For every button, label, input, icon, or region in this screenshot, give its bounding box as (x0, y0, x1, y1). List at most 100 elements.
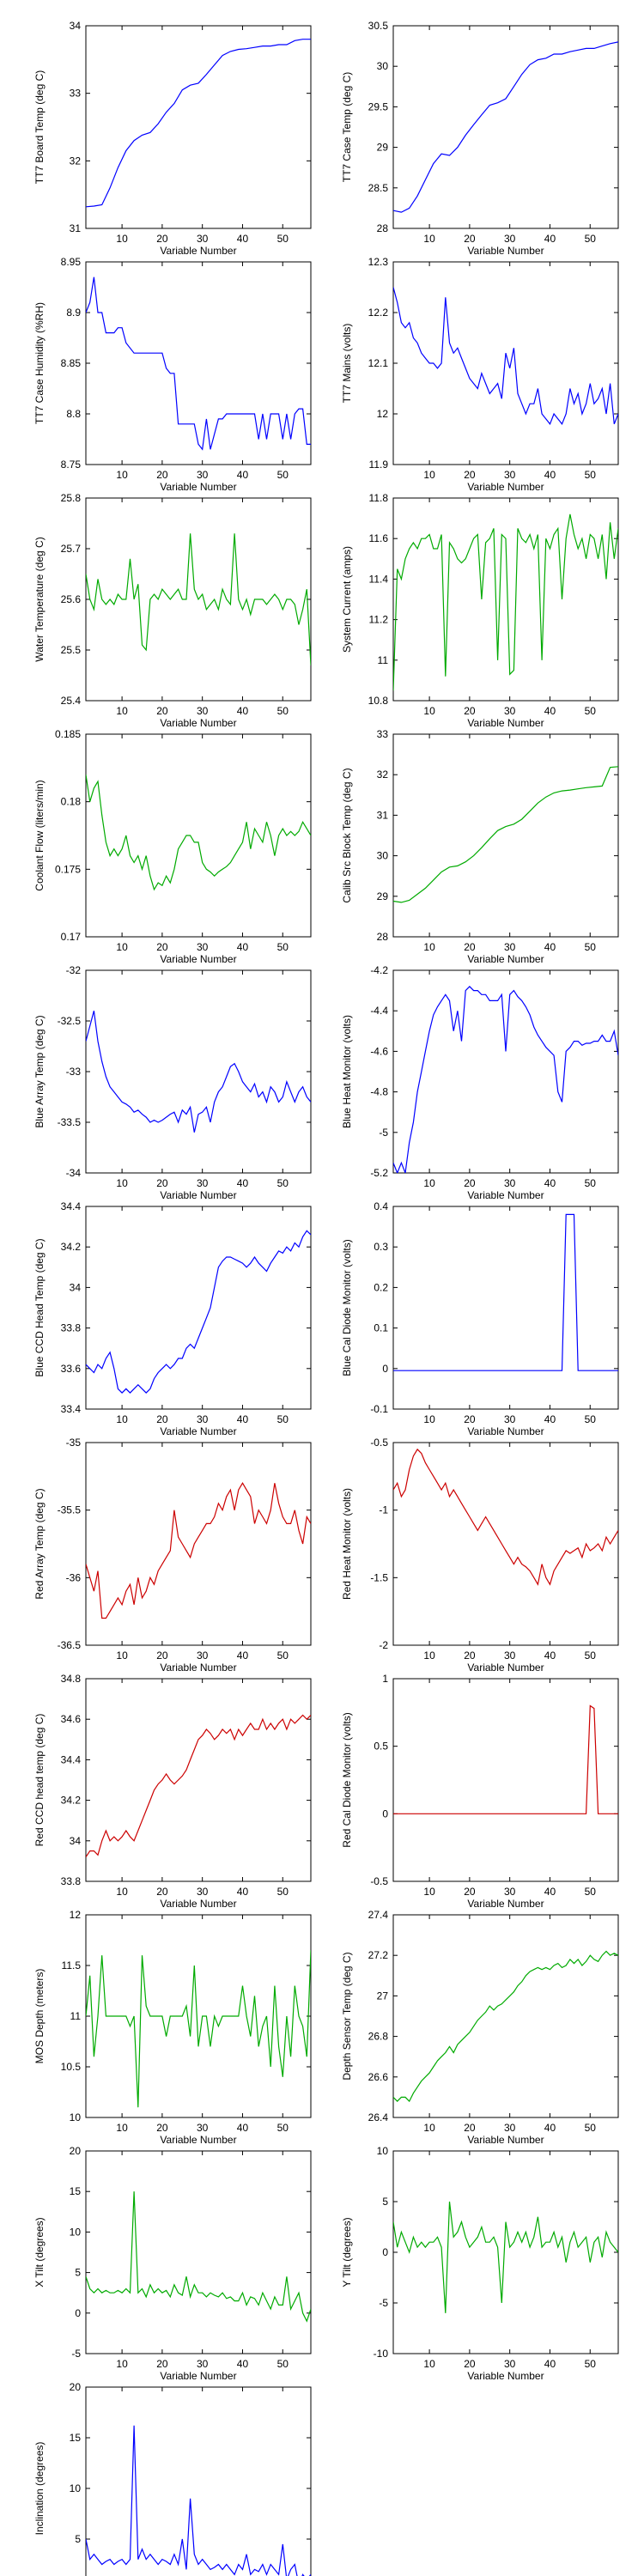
x-tick-label: 20 (156, 1649, 168, 1662)
x-tick-label: 20 (156, 705, 168, 717)
x-tick-label: 30 (197, 1649, 209, 1662)
x-tick-label: 10 (116, 469, 128, 481)
x-tick-label: 10 (116, 1413, 128, 1425)
y-tick-label: 0.5 (374, 1741, 388, 1753)
chart-4: 10 20 30 40 50 11.9 12 12.1 12.2 12.3 Variable Num… (341, 256, 619, 493)
y-tick-label: 32 (70, 155, 82, 167)
plot-frame (392, 1914, 619, 2118)
y-tick-label: 29 (377, 890, 389, 902)
chart-14: 10 20 30 40 50 -2 -1.5 -1 -0.5 Variable Number Red… (341, 1437, 619, 1674)
y-axis-label: Red Array Temp (deg C) (33, 1488, 46, 1599)
chart-12: 10 20 30 40 50 -0.1 0 0.1 0.2 0.3 0.4 Variable Numb… (341, 1200, 619, 1437)
chart-2: 10 20 30 40 50 28 28.5 29 29.5 30 30.5 Variable Num… (341, 20, 619, 257)
y-tick-label: -5.2 (370, 1167, 388, 1179)
y-tick-label: 15 (70, 2185, 82, 2197)
x-axis-label: Variable Number (160, 717, 236, 729)
x-tick-label: 10 (423, 705, 435, 717)
x-tick-label: 20 (156, 1177, 168, 1189)
x-tick-label: 10 (116, 1177, 128, 1189)
y-tick-label: -0.5 (370, 1875, 388, 1887)
x-tick-label: 40 (237, 2122, 249, 2134)
x-tick-label: 30 (197, 469, 209, 481)
y-tick-label: -33 (66, 1066, 82, 1078)
x-tick-label: 30 (197, 1177, 209, 1189)
y-tick-label: -5 (379, 2297, 388, 2309)
series-line (86, 1230, 311, 1394)
y-axis-label: Red CCD head temp (deg C) (33, 1714, 46, 1847)
x-tick-label: 40 (544, 2122, 556, 2134)
y-tick-label: -36 (66, 1571, 82, 1583)
plot-frame (85, 2386, 312, 2576)
y-tick-label: 12.2 (368, 307, 389, 319)
plot-frame (392, 1442, 619, 1646)
y-axis-label: TT7 Case Humidity (%RH) (33, 302, 46, 424)
x-tick-label: 40 (544, 705, 556, 717)
x-tick-label: 10 (423, 1177, 435, 1189)
x-tick-label: 40 (237, 1177, 249, 1189)
plot-frame (392, 1678, 619, 1882)
x-tick-label: 40 (237, 233, 249, 245)
x-tick-label: 20 (464, 941, 476, 953)
x-tick-label: 10 (423, 2122, 435, 2134)
y-tick-label: 11.8 (369, 492, 389, 504)
chart-8: 10 20 30 40 50 28 29 30 31 32 33 Variable Number Cal… (341, 728, 619, 965)
y-tick-label: 28 (377, 931, 389, 943)
x-axis-label: Variable Number (160, 481, 236, 493)
y-tick-label: 34.8 (61, 1673, 82, 1685)
x-axis-label: Variable Number (467, 717, 544, 729)
y-tick-label: 30 (377, 850, 389, 862)
y-tick-label: 33 (70, 88, 82, 100)
x-tick-label: 40 (544, 941, 556, 953)
y-tick-label: 31 (70, 222, 82, 234)
y-tick-label: 29 (377, 142, 389, 154)
x-tick-label: 30 (197, 233, 209, 245)
series-line (393, 2201, 618, 2313)
y-tick-label: -0.5 (370, 1437, 388, 1449)
chart-20: 10 20 30 40 50 -10 -5 0 5 10 Variable Number Y Tilt… (341, 2145, 619, 2382)
y-tick-label: -1.5 (370, 1571, 388, 1583)
x-axis-label: Variable Number (160, 2370, 236, 2382)
y-axis-label: Coolant Flow (liters/min) (33, 780, 46, 890)
x-tick-label: 20 (464, 2358, 476, 2370)
series-line (86, 2191, 311, 2323)
y-tick-label: 34.4 (61, 1200, 82, 1212)
plot-frame (85, 733, 312, 938)
x-tick-label: 10 (423, 233, 435, 245)
series-line (393, 287, 618, 425)
x-tick-label: 40 (237, 1886, 249, 1898)
y-axis-label: X Tilt (degrees) (33, 2217, 46, 2287)
y-tick-label: 1 (382, 1673, 388, 1685)
x-tick-label: 40 (237, 705, 249, 717)
y-tick-label: 11 (70, 2010, 82, 2022)
y-tick-label: 34 (70, 1835, 82, 1847)
y-axis-label: System Current (amps) (341, 546, 353, 653)
y-axis-label: Blue CCD Head Temp (deg C) (33, 1238, 46, 1376)
y-tick-label: -4.2 (370, 964, 388, 976)
x-tick-label: 50 (585, 233, 597, 245)
y-tick-label: -5 (71, 2348, 81, 2360)
x-tick-label: 50 (585, 1649, 597, 1662)
x-tick-label: 50 (585, 2122, 597, 2134)
x-tick-label: 30 (504, 2122, 516, 2134)
y-tick-label: 0.18 (61, 796, 82, 808)
y-tick-label: 25.7 (61, 543, 82, 555)
x-tick-label: 50 (277, 1177, 289, 1189)
series-line (86, 775, 311, 891)
y-tick-label: 11.6 (369, 532, 389, 544)
y-tick-label: 25.5 (61, 644, 82, 656)
x-tick-label: 10 (423, 469, 435, 481)
plot-frame (85, 1206, 312, 1410)
y-axis-label: Blue Heat Monitor (volts) (341, 1015, 353, 1128)
y-tick-label: 26.4 (368, 2111, 389, 2123)
chart-7: 10 20 30 40 50 0.17 0.175 0.18 0.185 Variable Num… (33, 728, 312, 965)
x-tick-label: 10 (116, 2122, 128, 2134)
y-tick-label: 33.4 (61, 1403, 82, 1415)
x-tick-label: 10 (423, 2358, 435, 2370)
x-tick-label: 30 (197, 705, 209, 717)
y-tick-label: 0 (75, 2307, 81, 2319)
x-tick-label: 50 (277, 469, 289, 481)
y-tick-label: 28.5 (368, 182, 389, 194)
y-tick-label: 0.3 (374, 1241, 388, 1253)
y-axis-label: Water Temperature (deg C) (33, 537, 46, 661)
